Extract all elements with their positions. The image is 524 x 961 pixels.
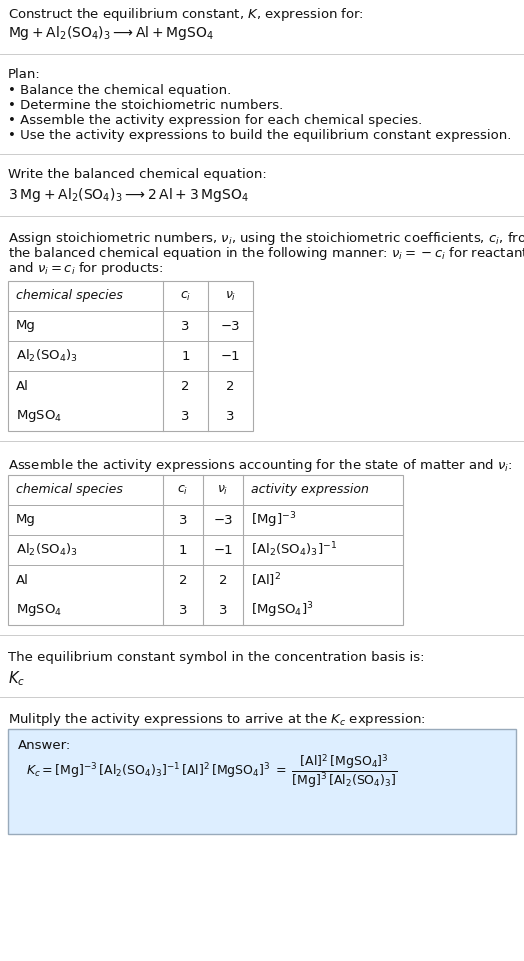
Text: 2: 2 xyxy=(181,380,190,392)
Text: Construct the equilibrium constant, $K$, expression for:: Construct the equilibrium constant, $K$,… xyxy=(8,6,364,23)
Text: Assign stoichiometric numbers, $\nu_i$, using the stoichiometric coefficients, $: Assign stoichiometric numbers, $\nu_i$, … xyxy=(8,230,524,247)
FancyBboxPatch shape xyxy=(8,475,403,625)
Text: the balanced chemical equation in the following manner: $\nu_i = -c_i$ for react: the balanced chemical equation in the fo… xyxy=(8,245,524,262)
Text: The equilibrium constant symbol in the concentration basis is:: The equilibrium constant symbol in the c… xyxy=(8,651,424,664)
Text: 1: 1 xyxy=(179,544,187,556)
Text: Mg: Mg xyxy=(16,513,36,527)
Text: 3 Mg + Al$_2$(SO$_4$)$_3$ ⟶ 2 Al + 3 MgSO$_4$: 3 Mg + Al$_2$(SO$_4$)$_3$ ⟶ 2 Al + 3 MgS… xyxy=(8,186,249,204)
Text: 3: 3 xyxy=(219,604,227,617)
Text: [Al]$^2$: [Al]$^2$ xyxy=(251,571,281,589)
Text: MgSO$_4$: MgSO$_4$ xyxy=(16,602,62,618)
Text: Al$_2$(SO$_4$)$_3$: Al$_2$(SO$_4$)$_3$ xyxy=(16,348,78,364)
Text: activity expression: activity expression xyxy=(251,483,369,497)
Text: $c_i$: $c_i$ xyxy=(177,483,189,497)
Text: [Mg]$^{-3}$: [Mg]$^{-3}$ xyxy=(251,510,296,530)
Text: • Use the activity expressions to build the equilibrium constant expression.: • Use the activity expressions to build … xyxy=(8,129,511,142)
Text: • Assemble the activity expression for each chemical species.: • Assemble the activity expression for e… xyxy=(8,114,422,127)
Text: 2: 2 xyxy=(219,574,227,586)
Text: Al: Al xyxy=(16,380,29,392)
Text: chemical species: chemical species xyxy=(16,483,123,497)
Text: Al: Al xyxy=(16,574,29,586)
Text: 2: 2 xyxy=(179,574,187,586)
Text: 3: 3 xyxy=(179,604,187,617)
Text: −3: −3 xyxy=(221,319,241,333)
Text: Answer:: Answer: xyxy=(18,739,71,752)
FancyBboxPatch shape xyxy=(8,729,516,834)
Text: 2: 2 xyxy=(226,380,235,392)
Text: $\nu_i$: $\nu_i$ xyxy=(217,483,228,497)
Text: Write the balanced chemical equation:: Write the balanced chemical equation: xyxy=(8,168,267,181)
Text: Mg + Al$_2$(SO$_4$)$_3$ ⟶ Al + MgSO$_4$: Mg + Al$_2$(SO$_4$)$_3$ ⟶ Al + MgSO$_4$ xyxy=(8,24,214,42)
Text: 3: 3 xyxy=(181,319,190,333)
Text: Mg: Mg xyxy=(16,319,36,333)
Text: [Al$_2$(SO$_4$)$_3$]$^{-1}$: [Al$_2$(SO$_4$)$_3$]$^{-1}$ xyxy=(251,541,337,559)
Text: 1: 1 xyxy=(181,350,190,362)
Text: 3: 3 xyxy=(181,409,190,423)
FancyBboxPatch shape xyxy=(8,281,253,431)
Text: $K_c$: $K_c$ xyxy=(8,669,25,688)
Text: Plan:: Plan: xyxy=(8,68,41,81)
Text: $K_c = \mathrm{[Mg]^{-3}\,[Al_2(SO_4)_3]^{-1}\,[Al]^2\,[MgSO_4]^3}$$\; = \; \dfr: $K_c = \mathrm{[Mg]^{-3}\,[Al_2(SO_4)_3]… xyxy=(26,752,398,790)
Text: • Balance the chemical equation.: • Balance the chemical equation. xyxy=(8,84,231,97)
Text: Assemble the activity expressions accounting for the state of matter and $\nu_i$: Assemble the activity expressions accoun… xyxy=(8,457,512,474)
Text: and $\nu_i = c_i$ for products:: and $\nu_i = c_i$ for products: xyxy=(8,260,163,277)
Text: Al$_2$(SO$_4$)$_3$: Al$_2$(SO$_4$)$_3$ xyxy=(16,542,78,558)
Text: [MgSO$_4$]$^3$: [MgSO$_4$]$^3$ xyxy=(251,601,314,620)
Text: −1: −1 xyxy=(221,350,241,362)
Text: $\nu_i$: $\nu_i$ xyxy=(225,289,236,303)
Text: −1: −1 xyxy=(213,544,233,556)
Text: Mulitply the activity expressions to arrive at the $K_c$ expression:: Mulitply the activity expressions to arr… xyxy=(8,711,426,728)
Text: chemical species: chemical species xyxy=(16,289,123,303)
Text: 3: 3 xyxy=(226,409,235,423)
Text: $c_i$: $c_i$ xyxy=(180,289,191,303)
Text: 3: 3 xyxy=(179,513,187,527)
Text: MgSO$_4$: MgSO$_4$ xyxy=(16,408,62,424)
Text: −3: −3 xyxy=(213,513,233,527)
Text: • Determine the stoichiometric numbers.: • Determine the stoichiometric numbers. xyxy=(8,99,283,112)
